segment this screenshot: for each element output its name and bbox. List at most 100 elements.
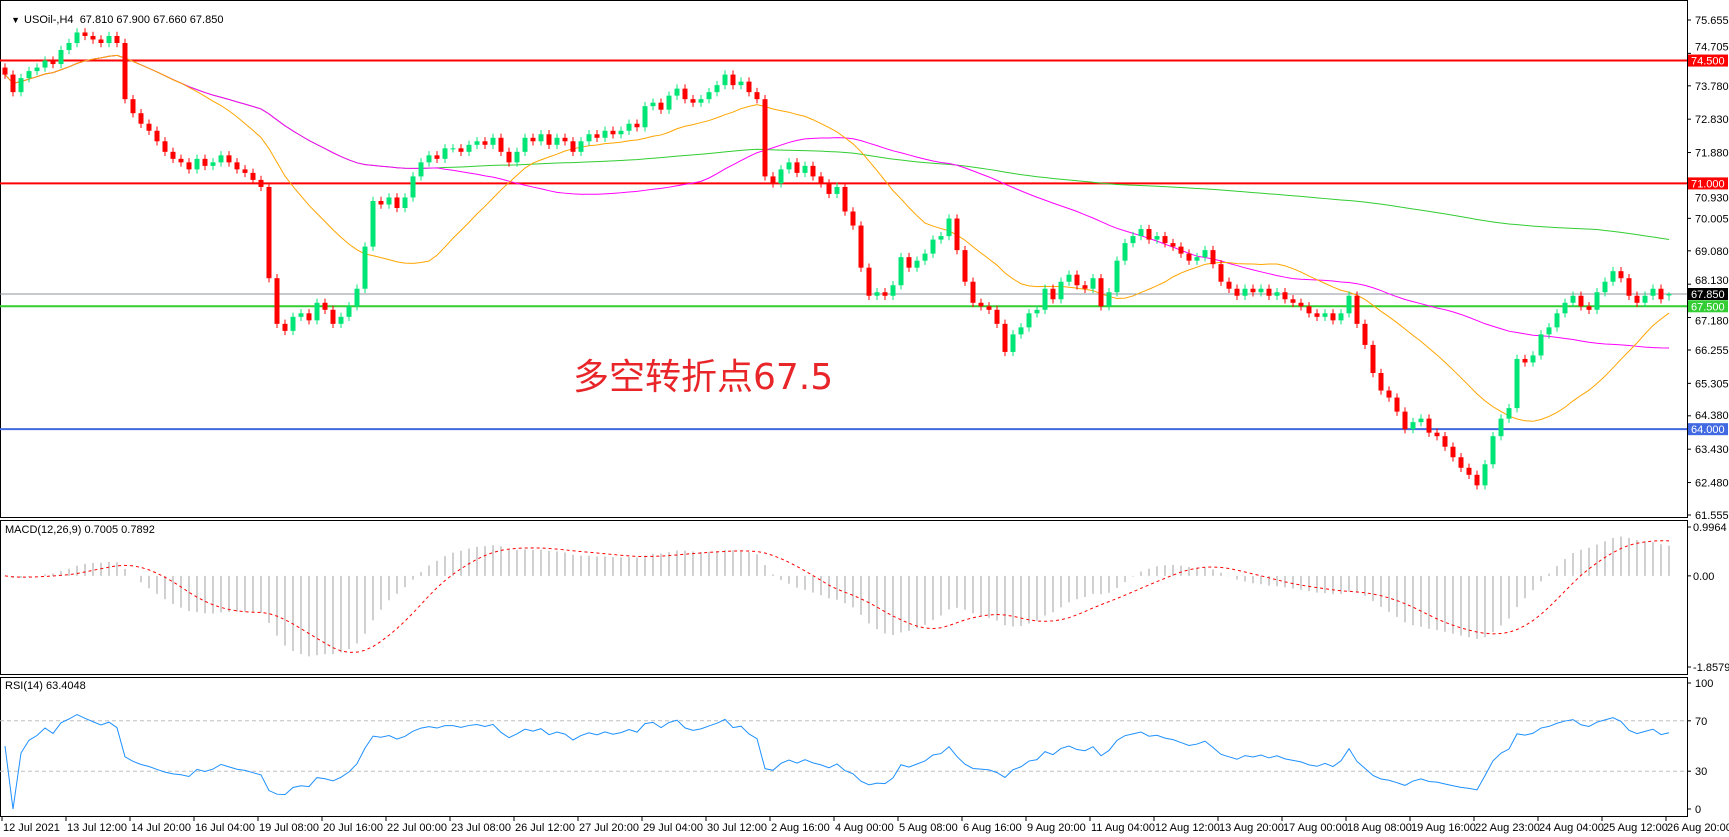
level-label-bg <box>1688 423 1728 436</box>
rsi-tick-label: 0 <box>1695 804 1701 816</box>
macd-values: 0.7005 0.7892 <box>84 524 155 536</box>
ma-slow-line <box>4 54 1670 240</box>
candle-body <box>842 186 848 212</box>
candle-body <box>650 102 656 107</box>
candle-body <box>274 278 280 324</box>
candle-body <box>442 148 448 159</box>
candle-body <box>466 144 472 152</box>
moving-averages <box>4 54 1670 422</box>
candle-body <box>618 130 624 135</box>
candle-body <box>1602 281 1608 293</box>
chart-header[interactable]: ▼ USOil-,H4 67.810 67.900 67.660 67.850 <box>5 2 223 26</box>
candle-body <box>1506 408 1512 419</box>
candle-body <box>1658 288 1664 300</box>
candle-body <box>1378 372 1384 391</box>
time-tick-label: 2 Aug 16:00 <box>771 822 830 834</box>
candle-body <box>714 85 720 93</box>
price-tick-label: 71.880 <box>1695 148 1729 160</box>
candle-body <box>322 302 328 310</box>
candle-body <box>778 169 784 184</box>
candle-body <box>1210 250 1216 265</box>
candle-body <box>1026 313 1032 328</box>
candle-body <box>634 123 640 128</box>
time-tick-label: 22 Jul 00:00 <box>387 822 447 834</box>
panel-frames <box>0 0 1688 817</box>
candle-body <box>706 92 712 100</box>
candle-body <box>914 260 920 268</box>
candle-body <box>1194 257 1200 261</box>
candle-body <box>1170 243 1176 247</box>
candle-body <box>1490 436 1496 465</box>
candle-body <box>1354 295 1360 324</box>
price-tick-label: 74.705 <box>1695 42 1729 54</box>
time-tick-label: 19 Aug 16:00 <box>1411 822 1476 834</box>
candle-body <box>1522 358 1528 363</box>
candle-body <box>722 74 728 86</box>
candle-body <box>786 162 792 170</box>
candle-body <box>1290 299 1296 303</box>
candle-body <box>850 211 856 226</box>
candle-body <box>1530 355 1536 363</box>
candle-body <box>602 130 608 138</box>
candle-body <box>1538 334 1544 356</box>
candle-body <box>114 35 120 43</box>
candle-body <box>834 186 840 194</box>
candle-body <box>1666 294 1672 296</box>
price-tick-label: 62.480 <box>1695 478 1729 490</box>
candle-body <box>1626 278 1632 296</box>
candle-body <box>1498 418 1504 437</box>
candle-body <box>1370 344 1376 373</box>
candle-body <box>1634 295 1640 303</box>
macd-panel-frame <box>0 520 1688 675</box>
ohlc-label: 67.810 67.900 67.660 67.850 <box>79 14 224 26</box>
candle-body <box>242 169 248 173</box>
candle-body <box>538 134 544 142</box>
candle-body <box>578 141 584 152</box>
candle-body <box>1186 253 1192 261</box>
candle-body <box>434 155 440 159</box>
candle-body <box>186 162 192 170</box>
time-tick-label: 9 Aug 20:00 <box>1027 822 1086 834</box>
candle-body <box>866 267 872 296</box>
candle-body <box>954 218 960 251</box>
candle-body <box>898 257 904 286</box>
candle-body <box>1586 306 1592 310</box>
dropdown-triangle-icon[interactable]: ▼ <box>11 15 21 25</box>
candle-body <box>1298 302 1304 307</box>
candle-body <box>306 313 312 321</box>
candle-body <box>770 176 776 184</box>
candle-body <box>1162 236 1168 244</box>
level-label-bg <box>1688 177 1728 190</box>
candle-body <box>458 148 464 152</box>
time-tick-label: 27 Jul 20:00 <box>579 822 639 834</box>
candle-body <box>98 39 104 43</box>
candle-body <box>794 162 800 173</box>
candle-body <box>994 309 1000 324</box>
candle-body <box>1362 323 1368 345</box>
rsi-title: RSI(14) <box>5 680 43 692</box>
candle-body <box>250 172 256 180</box>
candle-body <box>730 74 736 86</box>
main-panel-frame <box>0 0 1688 518</box>
candle-body <box>562 137 568 142</box>
candle-body <box>1578 295 1584 307</box>
price-tick-label: 73.780 <box>1695 81 1729 93</box>
candle-body <box>1250 288 1256 293</box>
price-tick-label: 70.005 <box>1695 213 1729 225</box>
price-tick-label: 61.555 <box>1695 510 1729 522</box>
macd-title: MACD(12,26,9) <box>5 524 82 536</box>
macd-panel <box>4 536 1670 657</box>
time-tick-label: 22 Aug 23:00 <box>1475 822 1540 834</box>
candle-body <box>1426 418 1432 433</box>
ma-fast-line <box>4 54 1670 422</box>
rsi-panel-frame <box>0 677 1688 817</box>
candle-body <box>1346 295 1352 314</box>
time-tick-label: 24 Aug 04:00 <box>1539 822 1604 834</box>
candle-body <box>1098 278 1104 307</box>
candle-body <box>522 137 528 152</box>
candle-body <box>2 67 8 75</box>
candle-body <box>1458 457 1464 468</box>
candle-body <box>34 67 40 72</box>
candle-body <box>1138 229 1144 237</box>
